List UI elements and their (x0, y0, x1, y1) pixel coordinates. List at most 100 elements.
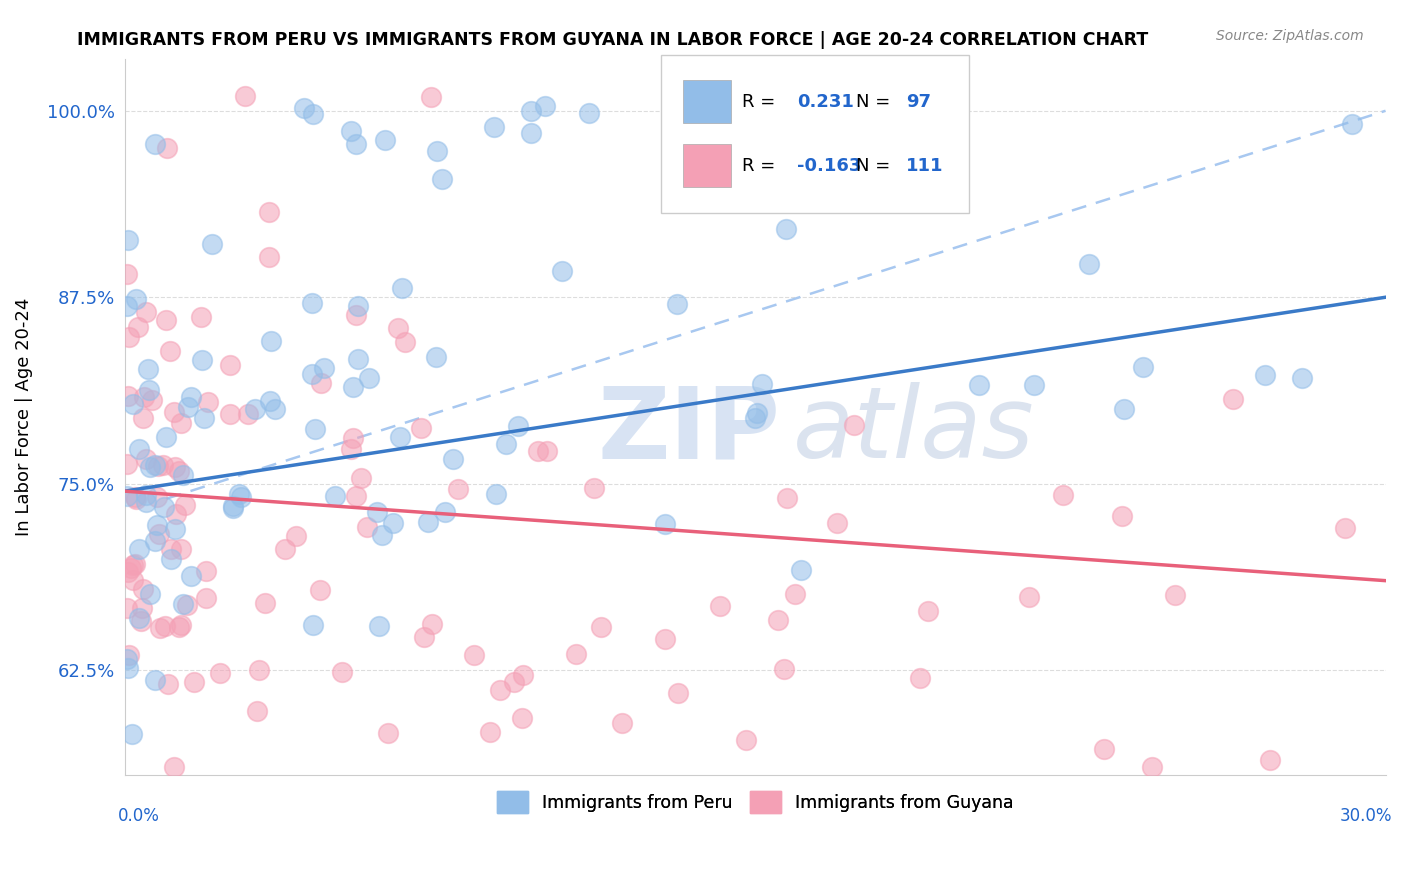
Point (340, 442, 363, 456)
Point (510, 711, 533, 725)
Point (176, 400, 198, 414)
Point (416, 515, 439, 529)
Point (578, 106, 600, 120)
Point (302, 618, 325, 632)
Point (135, 305, 157, 319)
Point (1334, 521, 1357, 535)
Point (236, 407, 259, 421)
Point (967, 377, 990, 392)
Point (347, 299, 370, 313)
Point (1142, 760, 1164, 774)
Point (138, 384, 160, 398)
Point (124, 558, 146, 572)
Point (139, 586, 162, 600)
FancyBboxPatch shape (683, 80, 731, 123)
Point (908, 671, 931, 685)
Point (709, 599, 731, 613)
Text: N =: N = (856, 157, 896, 175)
Point (1258, 753, 1281, 767)
Point (1018, 591, 1040, 605)
Point (128, 442, 150, 457)
Point (536, 444, 558, 458)
Point (463, 648, 485, 663)
Point (138, 460, 160, 475)
Point (157, 677, 180, 691)
Point (1052, 488, 1074, 502)
Text: ZIP: ZIP (598, 383, 780, 479)
Point (120, 560, 142, 574)
Point (666, 297, 689, 311)
Point (115, 267, 138, 281)
Point (172, 468, 194, 483)
Point (744, 411, 766, 425)
Point (180, 390, 202, 404)
Point (495, 437, 517, 451)
Point (117, 299, 139, 313)
Point (180, 569, 202, 583)
Point (488, 683, 510, 698)
Point (257, 205, 280, 219)
Point (183, 675, 205, 690)
Point (441, 452, 464, 467)
Point (165, 522, 187, 536)
Point (195, 564, 218, 578)
Point (551, 263, 574, 277)
Text: Source: ZipAtlas.com: Source: ZipAtlas.com (1216, 29, 1364, 43)
Point (420, 616, 443, 631)
Point (582, 481, 605, 495)
Point (377, 726, 399, 740)
Point (117, 565, 139, 579)
Point (263, 402, 285, 417)
Point (374, 133, 396, 147)
Point (176, 598, 198, 612)
Point (155, 430, 177, 444)
Point (342, 380, 364, 394)
Point (301, 368, 323, 382)
Point (162, 405, 184, 419)
Point (371, 528, 394, 542)
Point (132, 410, 155, 425)
Point (512, 668, 534, 682)
Point (115, 458, 138, 472)
Point (1222, 392, 1244, 407)
Point (228, 487, 250, 501)
Point (814, 137, 837, 152)
Point (917, 604, 939, 618)
Point (409, 420, 432, 434)
Point (143, 534, 166, 549)
Point (218, 358, 240, 372)
Point (117, 233, 139, 247)
Point (654, 632, 676, 647)
Point (751, 376, 773, 391)
Point (1111, 509, 1133, 524)
Point (170, 541, 193, 556)
Point (1164, 587, 1187, 601)
Point (135, 494, 157, 508)
Point (141, 393, 163, 408)
Point (149, 621, 172, 635)
Point (219, 408, 242, 422)
Point (125, 491, 148, 506)
Text: R =: R = (742, 93, 782, 111)
Text: 0.0%: 0.0% (118, 806, 160, 825)
Point (148, 527, 170, 541)
Point (766, 613, 789, 627)
Point (259, 394, 281, 409)
Point (145, 673, 167, 687)
Point (391, 281, 413, 295)
Point (143, 137, 166, 152)
Point (789, 563, 811, 577)
Point (342, 431, 364, 445)
Point (115, 600, 138, 615)
Point (135, 451, 157, 466)
Point (610, 715, 633, 730)
Point (146, 490, 169, 504)
Point (127, 320, 149, 334)
Point (165, 507, 187, 521)
Point (135, 488, 157, 502)
Point (117, 329, 139, 343)
Text: -0.163: -0.163 (797, 157, 860, 175)
Point (413, 630, 436, 644)
Point (844, 418, 866, 433)
Point (174, 498, 197, 512)
